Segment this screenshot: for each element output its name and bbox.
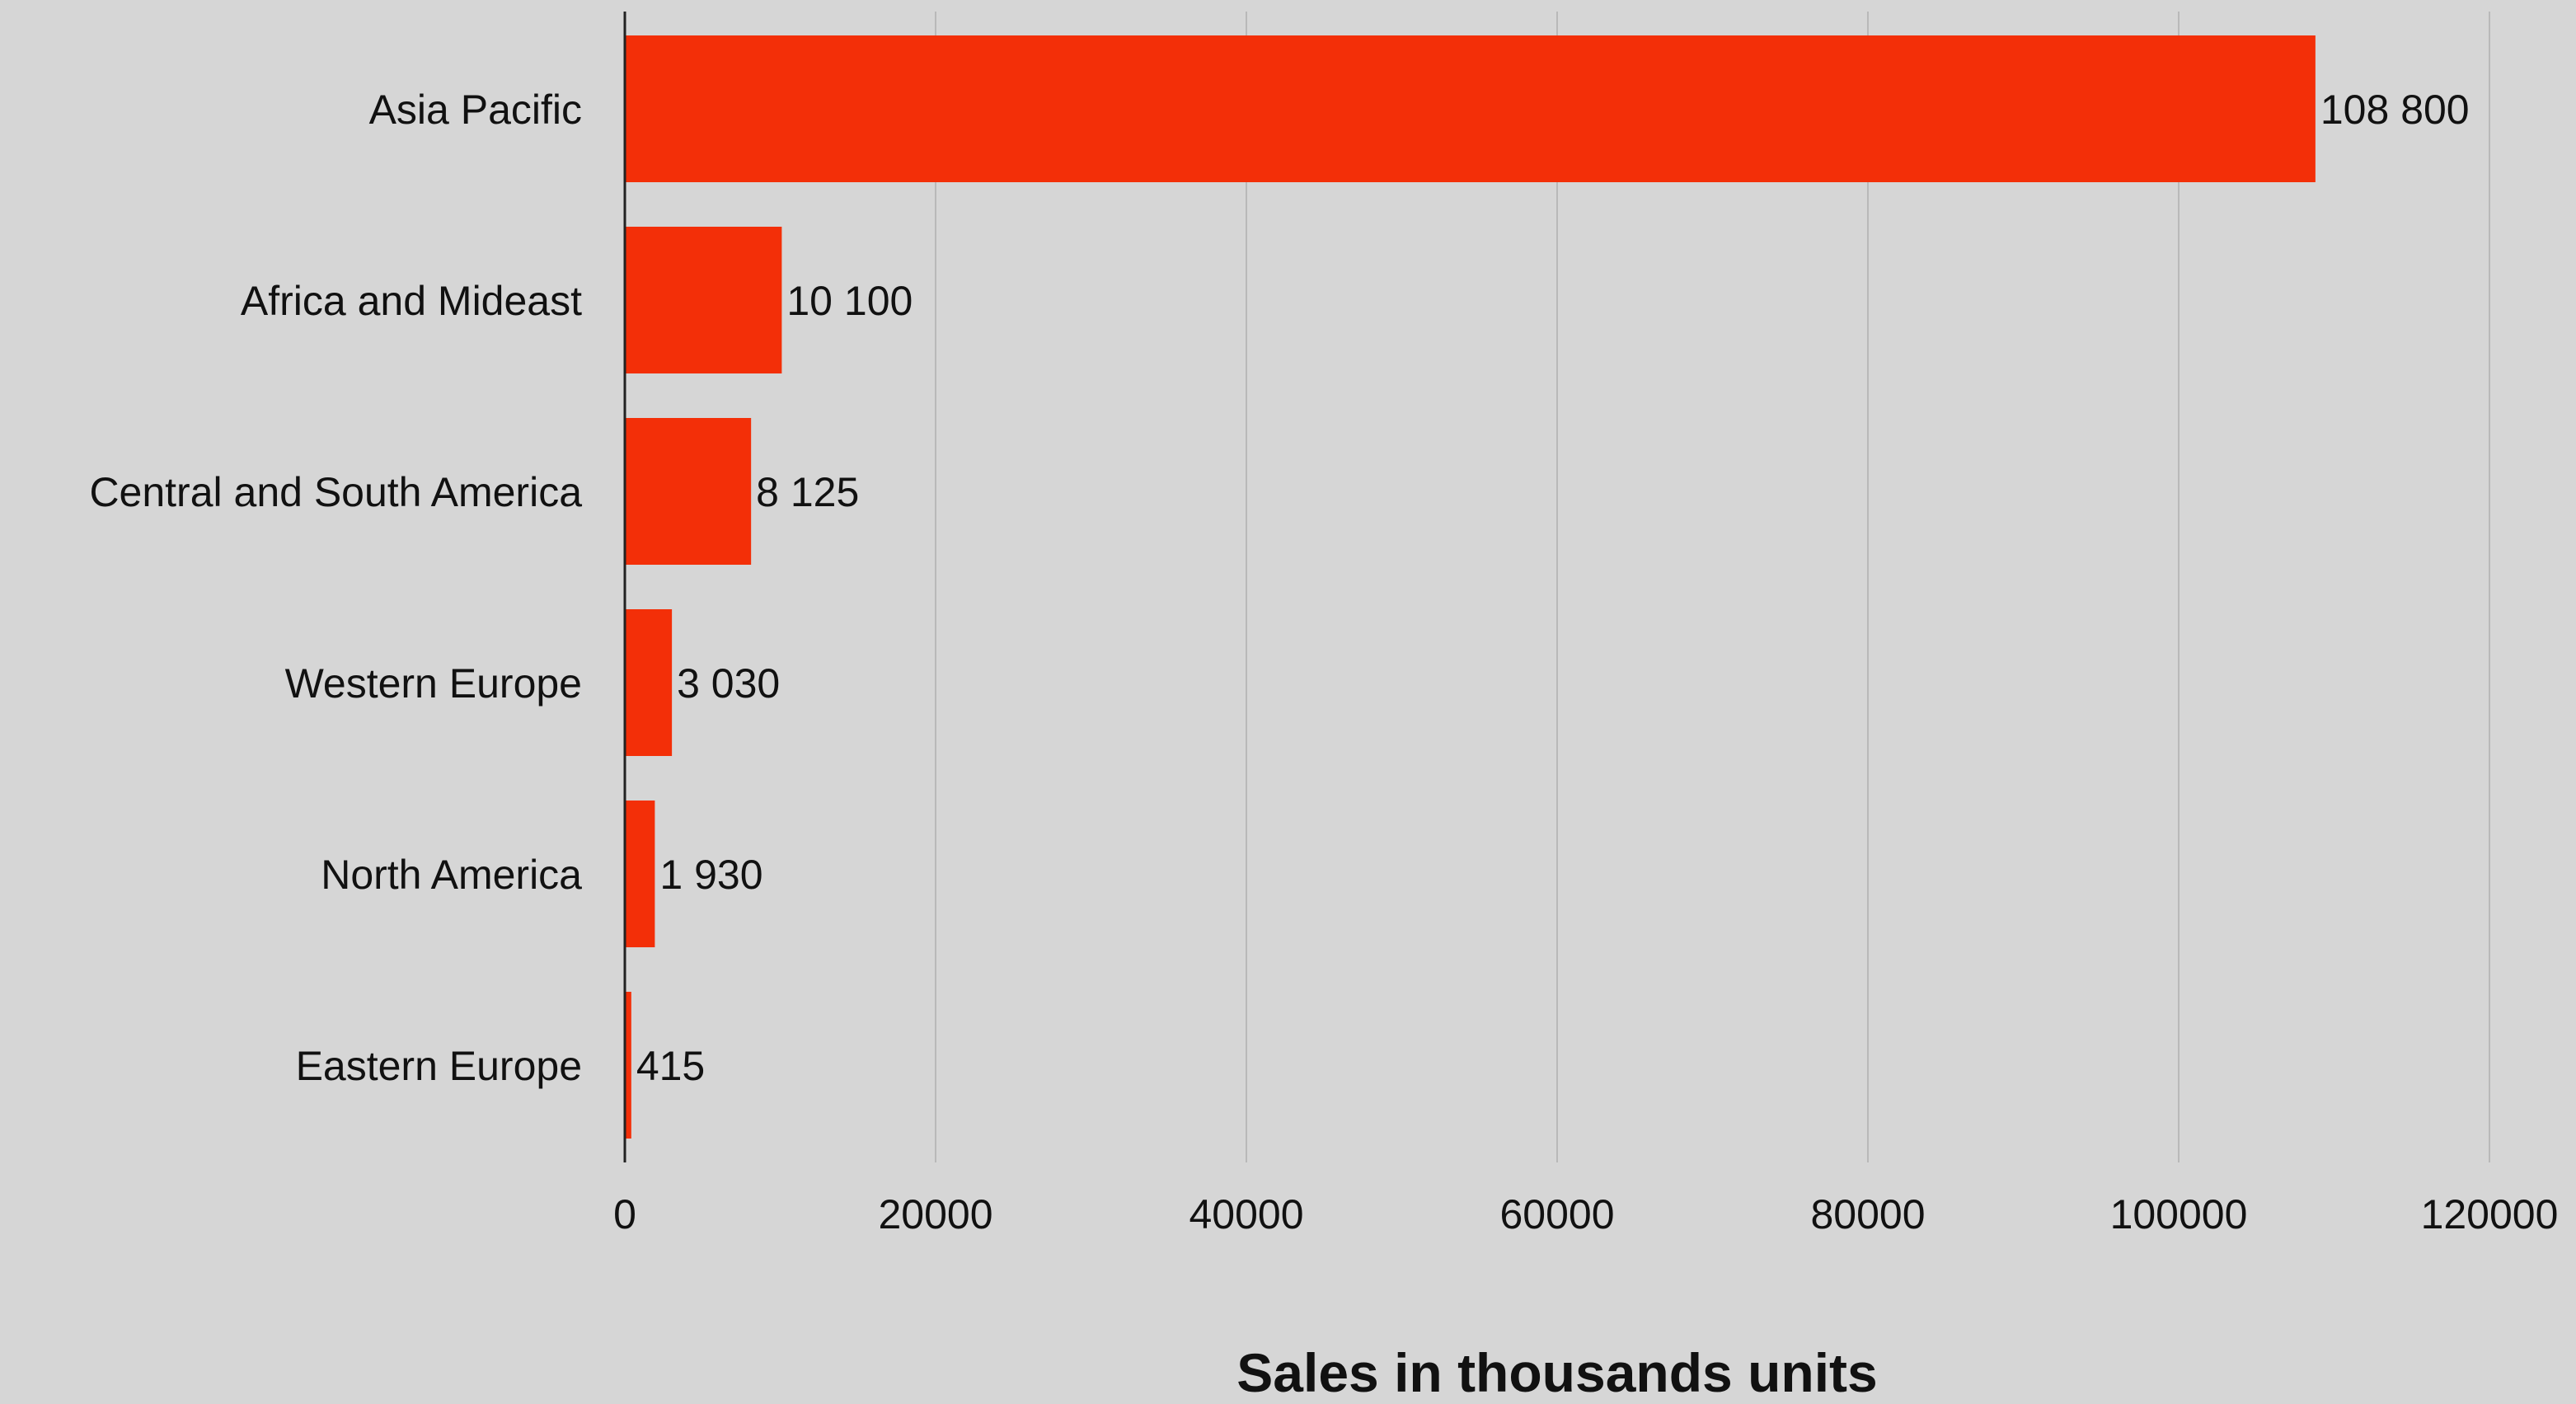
bar-value-label: 10 100 [786,278,913,324]
x-tick-label: 60000 [1499,1191,1614,1237]
bar [625,609,673,756]
x-tick-label: 40000 [1189,1191,1303,1237]
bar [625,992,631,1139]
bar [625,227,782,373]
x-tick-label: 20000 [878,1191,992,1237]
bars [625,35,2316,1139]
grid-lines [935,12,2490,1162]
x-tick-label: 120000 [2421,1191,2559,1237]
bar [625,418,752,565]
bar [625,35,2316,182]
category-label: Central and South America [89,469,582,515]
x-tick-labels: 0 20000 40000 60000 80000 100000 120000 [613,1191,2558,1237]
category-label: Asia Pacific [369,87,582,133]
bar [625,801,655,947]
category-label: Eastern Europe [296,1043,582,1089]
category-labels: Asia Pacific Africa and Mideast Central an… [89,87,582,1089]
x-tick-label: 0 [613,1191,636,1237]
value-labels: 108 800 10 100 8 125 3 030 1 930 415 [636,87,2470,1089]
x-tick-label: 80000 [1810,1191,1925,1237]
x-axis-title: Sales in thousands units [1236,1342,1877,1400]
bar-value-label: 8 125 [756,469,859,515]
bar-value-label: 415 [636,1043,705,1089]
category-label: Western Europe [285,660,582,707]
category-label: North America [321,852,582,898]
bar-value-label: 1 930 [659,852,762,898]
category-label: Africa and Mideast [241,278,582,324]
bar-value-label: 108 800 [2320,87,2470,133]
bar-value-label: 3 030 [677,660,780,707]
x-tick-label: 100000 [2110,1191,2248,1237]
